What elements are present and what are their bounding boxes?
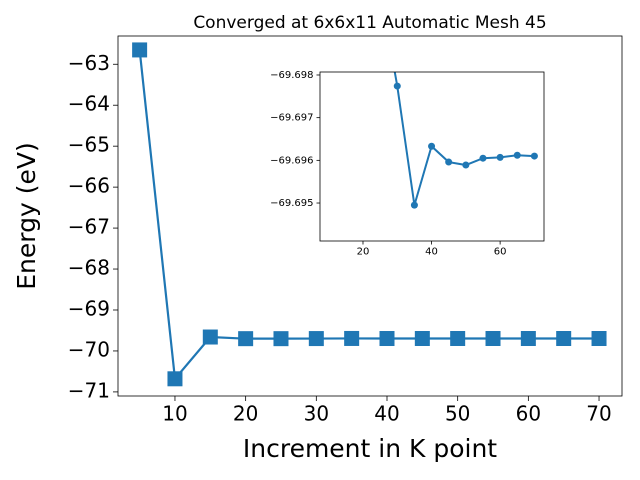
marker [450,330,466,346]
marker [591,331,607,347]
x-tick-label: 20 [357,247,370,258]
marker [132,42,148,58]
marker [167,371,183,387]
marker [202,329,218,345]
marker [308,331,324,347]
y-tick-label: −65 [68,133,110,157]
marker [238,331,254,347]
marker [556,331,572,347]
marker [379,331,395,347]
marker [273,331,289,347]
x-tick-label: 40 [425,247,438,258]
marker [428,142,436,150]
marker [513,151,521,159]
x-tick-label: 70 [586,402,611,426]
y-tick-label: −70 [68,337,110,361]
x-tick-label: 60 [516,402,541,426]
marker [445,158,453,166]
y-tick-label: −71 [68,378,110,402]
axes-frame [117,35,623,397]
x-tick-label: 10 [162,402,187,426]
y-tick-label: −63 [68,51,110,75]
marker [410,201,418,209]
plot-content [393,72,538,209]
y-tick-label: −69.697 [270,113,313,124]
marker [485,331,501,347]
marker [414,330,430,346]
marker [479,154,487,162]
axes-frame [319,71,545,242]
marker [520,331,536,347]
y-tick-label: −68 [68,256,110,280]
y-tick-label: −64 [68,92,110,116]
x-tick-label: 50 [445,402,470,426]
y-tick-label: −69.695 [270,198,313,209]
marker [393,82,401,90]
y-axis-label: Energy (eV) [12,142,41,289]
y-tick-label: −69 [68,296,110,320]
y-tick-label: −67 [68,215,110,239]
y-tick-label: −69.696 [270,155,313,166]
x-tick-label: 30 [304,402,329,426]
x-tick-label: 60 [494,247,507,258]
chart-title: Converged at 6x6x11 Automatic Mesh 45 [193,13,546,33]
marker [344,330,360,346]
x-axis-label: Increment in K point [243,434,497,463]
x-tick-label: 40 [374,402,399,426]
y-tick-label: −66 [68,174,110,198]
x-tick-label: 20 [233,402,258,426]
y-tick-label: −69.698 [270,70,313,81]
marker [496,153,504,161]
marker [462,161,470,169]
plot-content [132,42,607,387]
marker [530,152,538,160]
